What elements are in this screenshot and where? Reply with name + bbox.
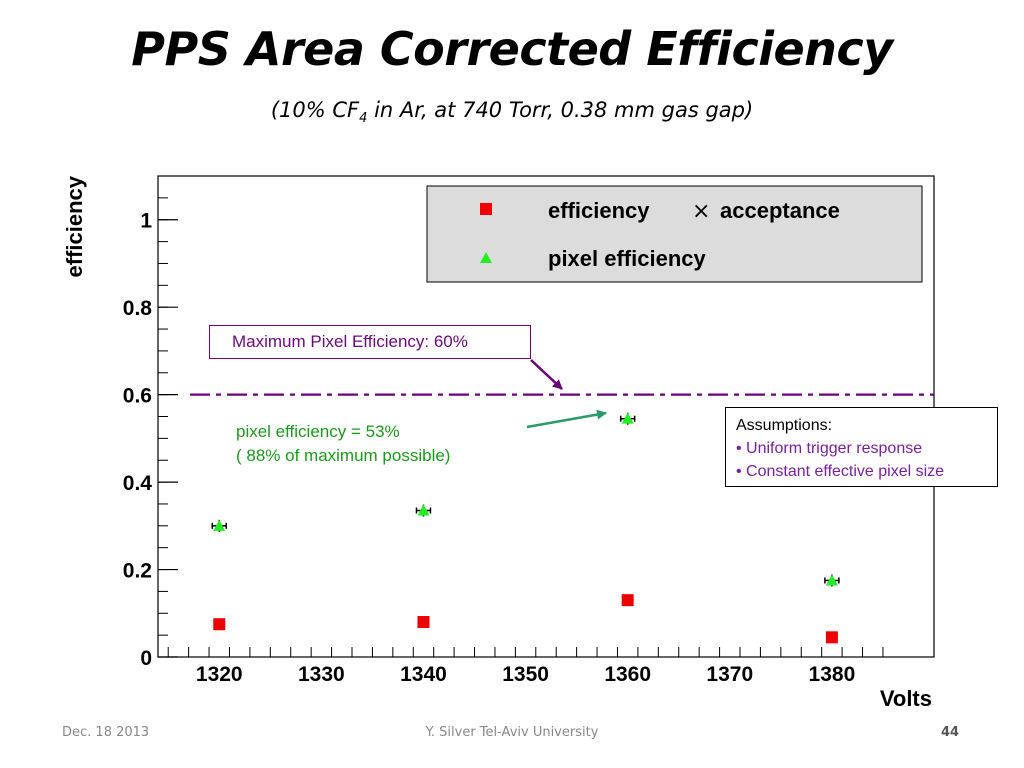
max-efficiency-arrow [530, 359, 563, 390]
eff-acc-point [213, 618, 226, 631]
subtitle-post: in Ar, at 740 Torr, 0.38 mm gas gap) [367, 98, 754, 122]
assumption-item: • Uniform trigger response [736, 440, 923, 457]
x-tick-label: 1330 [298, 663, 345, 686]
assumptions-box: Assumptions: • Uniform trigger response … [725, 407, 998, 487]
pixel-note-line2: ( 88% of maximum possible) [236, 446, 451, 465]
pixel-eff-point [825, 574, 838, 586]
y-tick-label: 0.4 [123, 472, 153, 495]
legend-marker-square [480, 203, 492, 215]
x-tick-label: 1360 [604, 663, 651, 686]
x-axis-label: Volts [880, 686, 932, 711]
eff-acc-point [417, 616, 430, 629]
x-tick-label: 1320 [196, 663, 243, 686]
x-tick-label: 1380 [809, 663, 856, 686]
assumption-item: • Constant effective pixel size [736, 463, 945, 480]
y-tick-label: 0.8 [123, 297, 153, 320]
y-tick-label: 0.2 [123, 560, 152, 583]
eff-acc-point [825, 631, 838, 644]
x-tick-label: 1370 [706, 663, 753, 686]
y-axis-label: efficiency [62, 175, 87, 277]
pixel-efficiency-arrow [526, 409, 607, 429]
slide-title: PPS Area Corrected Efficiency [131, 22, 893, 76]
eff-acc-point [621, 594, 634, 607]
max-efficiency-label: Maximum Pixel Efficiency: 60% [209, 325, 531, 359]
pixel-eff-point [213, 519, 226, 531]
footer-date: Dec. 18 2013 [62, 725, 150, 740]
pixel-eff-point [621, 412, 634, 424]
pixel-eff-point [417, 504, 430, 516]
pixel-note-line1: pixel efficiency = 53% [236, 422, 400, 441]
subtitle-pre: (10% CF [270, 98, 360, 122]
y-tick-label: 0.6 [123, 385, 152, 408]
legend-label-acc: acceptance [720, 198, 840, 223]
y-tick-label: 1 [140, 210, 152, 233]
footer-author: Y. Silver Tel-Aviv University [425, 725, 599, 740]
legend: efficiency × acceptance pixel efficiency [426, 185, 923, 283]
page-number: 44 [940, 725, 960, 740]
pixel-efficiency-note: pixel efficiency = 53% ( 88% of maximum … [236, 420, 450, 468]
legend-times-symbol: × [692, 199, 710, 224]
y-tick-label: 0 [140, 647, 152, 670]
slide-subtitle: (10% CF4 in Ar, at 740 Torr, 0.38 mm gas… [0, 98, 1024, 126]
x-tick-label: 1350 [502, 663, 549, 686]
legend-box [426, 185, 923, 283]
legend-marker-triangle [480, 252, 492, 263]
legend-label-eff: efficiency [548, 198, 650, 223]
assumptions-title: Assumptions: [736, 417, 833, 434]
subtitle-sub: 4 [359, 111, 368, 127]
legend-label-pixel: pixel efficiency [548, 246, 707, 271]
x-tick-label: 1340 [400, 663, 447, 686]
